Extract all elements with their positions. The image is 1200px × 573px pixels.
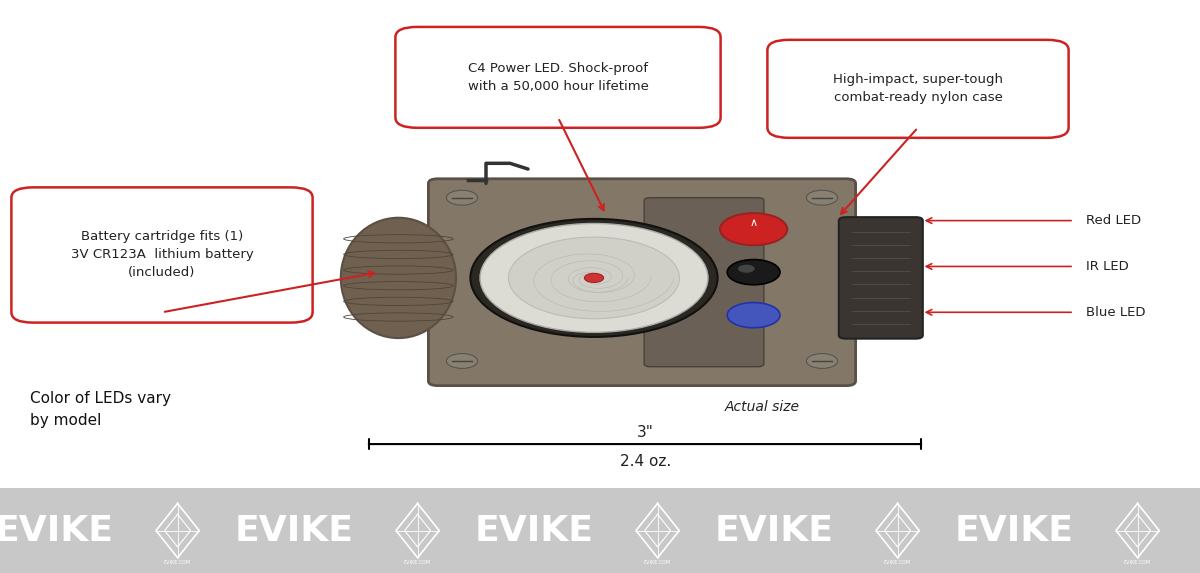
Text: 2.4 oz.: 2.4 oz. (620, 454, 671, 469)
Text: 3": 3" (637, 425, 654, 440)
FancyBboxPatch shape (396, 27, 720, 128)
Circle shape (727, 260, 780, 285)
Circle shape (727, 303, 780, 328)
Text: Actual size: Actual size (725, 400, 799, 414)
Circle shape (480, 223, 708, 332)
Text: ∧: ∧ (750, 218, 757, 229)
FancyBboxPatch shape (428, 179, 856, 386)
Text: Color of LEDs vary
by model: Color of LEDs vary by model (30, 391, 172, 428)
Text: Red LED: Red LED (1086, 214, 1141, 227)
Circle shape (470, 219, 718, 337)
Text: EVIKE.COM: EVIKE.COM (404, 560, 431, 566)
Text: EVIKE: EVIKE (234, 513, 354, 548)
Text: High-impact, super-tough
combat-ready nylon case: High-impact, super-tough combat-ready ny… (833, 73, 1003, 104)
FancyBboxPatch shape (839, 217, 923, 339)
FancyBboxPatch shape (0, 488, 1200, 573)
Text: EVIKE: EVIKE (0, 513, 114, 548)
Text: IR LED: IR LED (1086, 260, 1129, 273)
FancyBboxPatch shape (768, 40, 1068, 138)
Text: EVIKE.COM: EVIKE.COM (1124, 560, 1151, 566)
Circle shape (584, 273, 604, 282)
Text: Blue LED: Blue LED (1086, 306, 1146, 319)
Circle shape (720, 213, 787, 245)
Text: C4 Power LED. Shock-proof
with a 50,000 hour lifetime: C4 Power LED. Shock-proof with a 50,000 … (468, 62, 648, 93)
Circle shape (446, 190, 478, 205)
Text: Battery cartridge fits (1)
3V CR123A  lithium battery
(included): Battery cartridge fits (1) 3V CR123A lit… (71, 230, 253, 280)
Text: EVIKE: EVIKE (954, 513, 1074, 548)
Circle shape (446, 354, 478, 368)
Text: EVIKE: EVIKE (714, 513, 834, 548)
Circle shape (806, 190, 838, 205)
Circle shape (738, 265, 755, 273)
Circle shape (806, 354, 838, 368)
Text: EVIKE.COM: EVIKE.COM (644, 560, 671, 566)
Circle shape (509, 237, 679, 319)
Text: EVIKE.COM: EVIKE.COM (884, 560, 911, 566)
Text: EVIKE.COM: EVIKE.COM (164, 560, 191, 566)
FancyBboxPatch shape (644, 198, 764, 367)
Text: EVIKE: EVIKE (474, 513, 594, 548)
Ellipse shape (341, 218, 456, 338)
FancyBboxPatch shape (12, 187, 312, 323)
